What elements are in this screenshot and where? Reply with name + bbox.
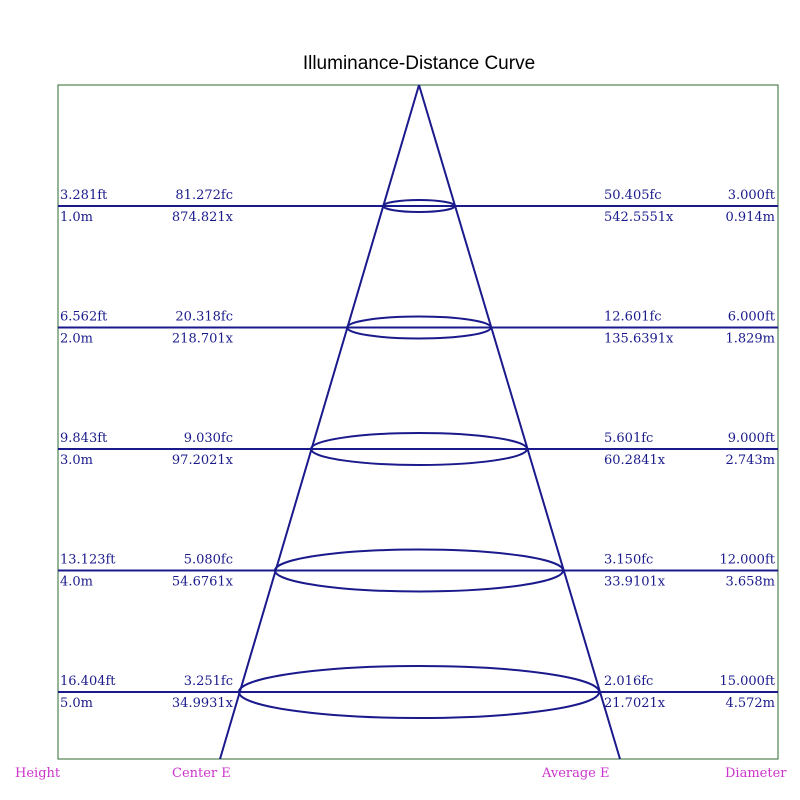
center-fc-label: 3.251fc <box>184 674 233 689</box>
footer-height-label: Height <box>15 766 61 781</box>
beam-cone-right-edge <box>418 84 621 760</box>
center-fc-label: 81.272fc <box>175 188 233 203</box>
center-fc-label: 9.030fc <box>184 431 233 446</box>
center-lux-label: 218.701x <box>172 332 234 347</box>
footer-center-e-label: Center E <box>172 766 231 781</box>
diameter-ft-label: 12.000ft <box>719 553 775 568</box>
height-ft-label: 6.562ft <box>60 310 108 325</box>
average-lux-label: 135.6391x <box>604 332 674 347</box>
diameter-ft-label: 9.000ft <box>728 431 776 446</box>
footer-diameter-label: Diameter <box>725 766 787 781</box>
center-fc-label: 5.080fc <box>184 553 233 568</box>
diameter-ft-label: 3.000ft <box>728 188 776 203</box>
average-fc-label: 3.150fc <box>604 553 653 568</box>
diameter-m-label: 0.914m <box>725 210 775 225</box>
footer-average-e-label: Average E <box>541 766 610 781</box>
beam-cone-left-edge <box>219 84 420 760</box>
diameter-m-label: 1.829m <box>725 332 775 347</box>
height-m-label: 5.0m <box>60 696 93 711</box>
average-lux-label: 60.2841x <box>604 453 666 468</box>
height-m-label: 3.0m <box>60 453 93 468</box>
center-lux-label: 54.6761x <box>172 575 234 590</box>
diameter-m-label: 3.658m <box>725 575 775 590</box>
center-lux-label: 97.2021x <box>172 453 234 468</box>
average-lux-label: 542.5551x <box>604 210 674 225</box>
height-ft-label: 3.281ft <box>60 188 108 203</box>
diameter-ft-label: 6.000ft <box>728 310 776 325</box>
average-fc-label: 2.016fc <box>604 674 653 689</box>
average-lux-label: 21.7021x <box>604 696 666 711</box>
average-fc-label: 5.601fc <box>604 431 653 446</box>
height-m-label: 4.0m <box>60 575 93 590</box>
diagram-title: Illuminance-Distance Curve <box>303 53 535 74</box>
diameter-m-label: 4.572m <box>725 696 775 711</box>
height-m-label: 2.0m <box>60 332 93 347</box>
diagram-frame <box>57 84 779 760</box>
height-ft-label: 16.404ft <box>60 674 116 689</box>
center-fc-label: 20.318fc <box>175 310 233 325</box>
average-lux-label: 33.9101x <box>604 575 666 590</box>
center-lux-label: 874.821x <box>172 210 234 225</box>
height-ft-label: 13.123ft <box>60 553 116 568</box>
center-lux-label: 34.9931x <box>172 696 234 711</box>
diameter-ft-label: 15.000ft <box>719 674 775 689</box>
average-fc-label: 12.601fc <box>604 310 662 325</box>
diameter-m-label: 2.743m <box>725 453 775 468</box>
average-fc-label: 50.405fc <box>604 188 662 203</box>
height-m-label: 1.0m <box>60 210 93 225</box>
height-ft-label: 9.843ft <box>60 431 108 446</box>
